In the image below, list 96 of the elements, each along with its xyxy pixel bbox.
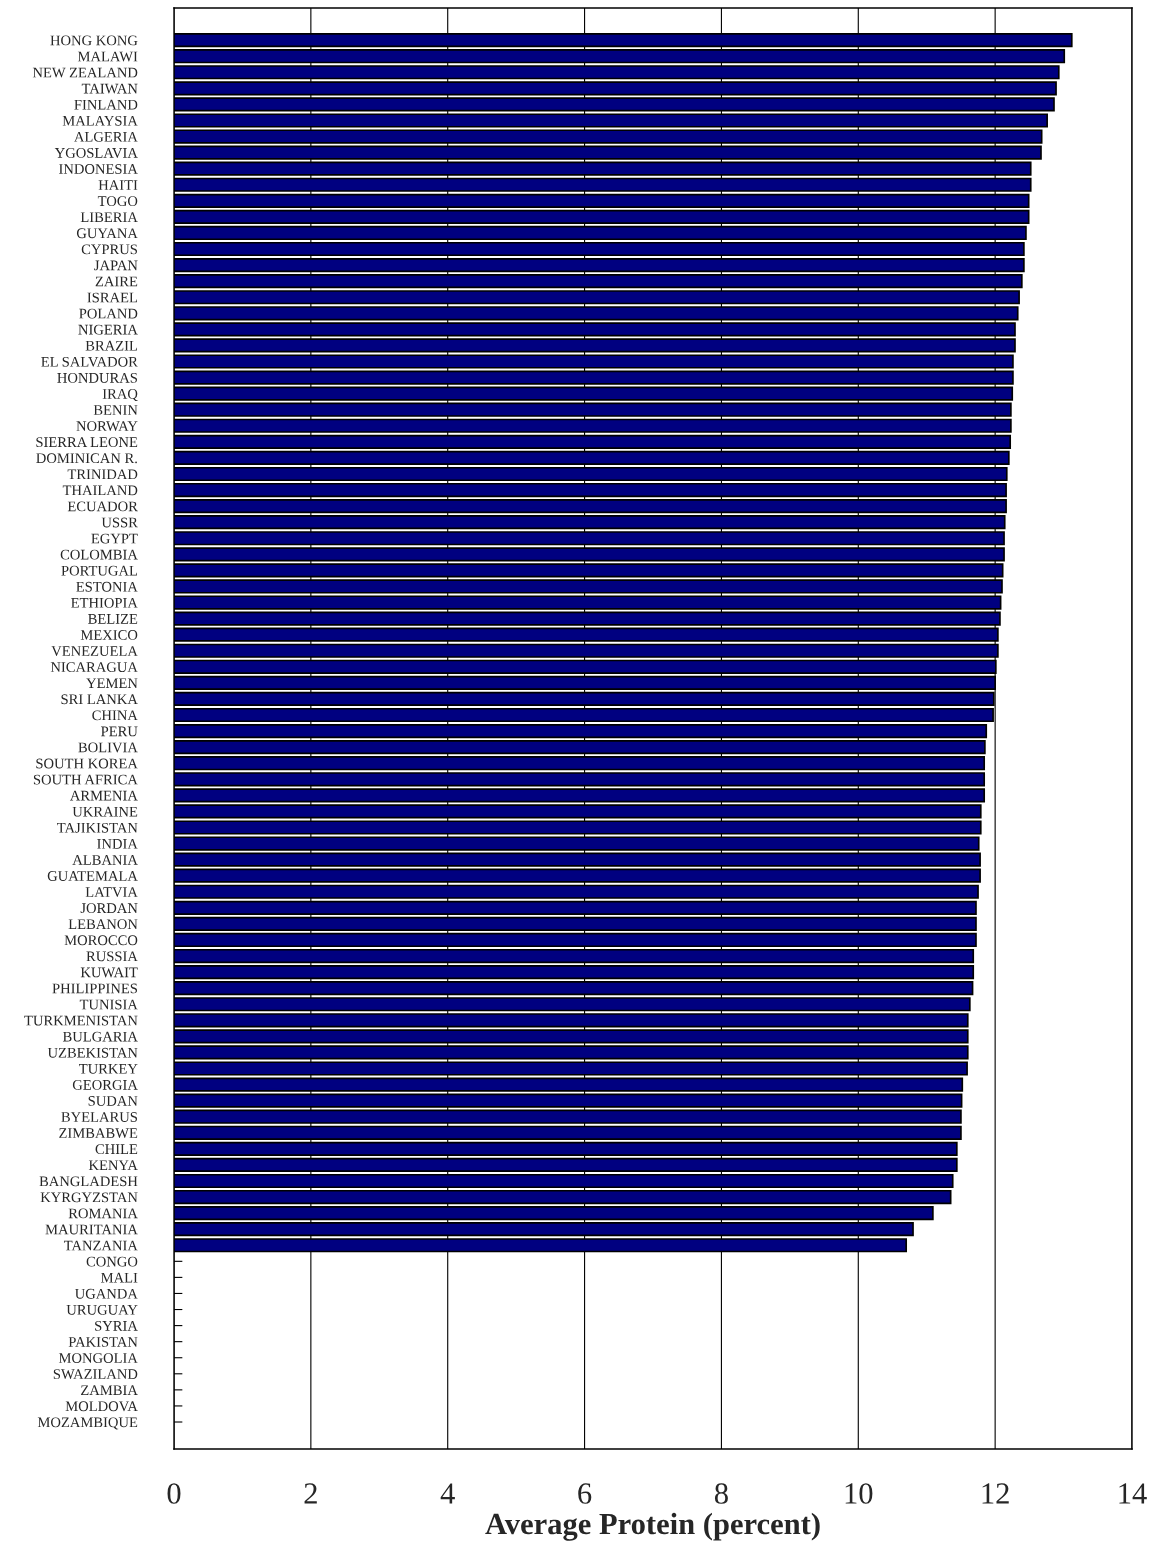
y-tick-label: TANZANIA: [63, 1240, 138, 1251]
y-tick-label: THAILAND: [62, 485, 138, 496]
y-tick-label: BOLIVIA: [78, 742, 138, 753]
y-tick-label: MAURITANIA: [45, 1224, 138, 1235]
y-tick-label: YGOSLAVIA: [54, 148, 138, 158]
y-tick-label: GEORGIA: [72, 1079, 138, 1090]
y-tick-label: PHILIPPINES: [52, 983, 137, 994]
y-tick-label: JAPAN: [94, 260, 138, 271]
y-tick-label: SRI LANKA: [61, 694, 138, 705]
y-tick-label: MALAYSIA: [62, 115, 138, 126]
y-tick-label: ROMANIA: [68, 1208, 138, 1219]
y-tick-label: POLAND: [79, 308, 138, 319]
y-tick-label: NICARAGUA: [50, 662, 138, 672]
x-tick-label: 6: [578, 1483, 592, 1504]
y-tick-label: CYPRUS: [81, 244, 137, 255]
y-tick-label: MOLDOVA: [65, 1401, 138, 1412]
y-tick-label: ALGERIA: [74, 131, 138, 142]
y-tick-label: KENYA: [88, 1160, 138, 1170]
y-tick-label: SIERRA LEONE: [36, 437, 138, 448]
y-tick-label: SOUTH AFRICA: [33, 774, 138, 785]
y-tick-label: TOGO: [97, 196, 138, 207]
y-tick-label: SUDAN: [88, 1096, 138, 1106]
y-tick-label: HONG KONG: [50, 35, 138, 46]
x-tick-label: 8: [714, 1483, 728, 1504]
y-tick-label: VENEZUELA: [51, 646, 138, 657]
y-tick-label: BYELARUS: [61, 1112, 137, 1122]
x-tick-label: 10: [845, 1483, 873, 1504]
y-tick-label: USSR: [101, 517, 138, 528]
y-tick-label: PORTUGAL: [61, 565, 138, 576]
y-tick-label: INDONESIA: [59, 164, 138, 174]
y-tick-label: NORWAY: [76, 421, 138, 432]
y-tick-label: MOZAMBIQUE: [37, 1417, 138, 1430]
y-tick-label: ZAIRE: [95, 276, 138, 287]
y-tick-label: BANGLADESH: [39, 1176, 138, 1187]
y-tick-label: TURKEY: [79, 1064, 138, 1074]
y-tick-label: URUGUAY: [66, 1304, 138, 1315]
y-tick-label: CONGO: [86, 1256, 138, 1267]
y-tick-label: LIBERIA: [80, 212, 138, 222]
y-tick-label: EL SALVADOR: [41, 356, 138, 367]
y-tick-label: JORDAN: [80, 903, 138, 914]
x-tick-label: 12: [982, 1483, 1009, 1504]
y-tick-label: MONGOLIA: [58, 1353, 138, 1363]
y-tick-label: UZBEKISTAN: [47, 1047, 138, 1058]
y-tick-label: MEXICO: [80, 630, 138, 640]
y-tick-label: UGANDA: [75, 1288, 138, 1299]
y-tick-label: ECUADOR: [67, 501, 138, 512]
y-tick-label: BELIZE: [88, 614, 138, 624]
y-tick-label: BRAZIL: [85, 340, 138, 351]
y-tick-label: COLOMBIA: [60, 549, 138, 560]
y-tick-label: HONDURAS: [57, 372, 137, 383]
y-tick-label: NIGERIA: [78, 324, 138, 335]
x-tick-label: 2: [304, 1483, 317, 1504]
y-tick-label: TAIWAN: [81, 83, 138, 94]
x-tick-label: 4: [440, 1483, 455, 1504]
y-tick-label: MALAWI: [77, 51, 138, 62]
y-tick-label: YEMEN: [86, 678, 138, 688]
y-tick-label: PERU: [101, 726, 138, 737]
y-tick-label: ARMENIA: [69, 790, 138, 801]
y-tick-label: TURKMENISTAN: [24, 1015, 138, 1026]
y-tick-label: MALI: [101, 1272, 138, 1283]
y-tick-label: IRAQ: [102, 389, 138, 402]
y-tick-label: SYRIA: [95, 1321, 138, 1331]
y-tick-label: HAITI: [98, 180, 138, 190]
y-tick-label: MOROCCO: [64, 935, 138, 946]
y-tick-label: ZIMBABWE: [59, 1128, 138, 1139]
y-tick-label: ESTONIA: [76, 581, 138, 592]
y-tick-label: CHINA: [92, 710, 138, 721]
y-tick-label: BULGARIA: [62, 1031, 138, 1042]
y-tick-label: DOMINICAN R.: [36, 453, 137, 464]
y-tick-label: TUNISIA: [79, 999, 138, 1010]
y-tick-label: LATVIA: [85, 887, 138, 898]
y-tick-label: ALBANIA: [72, 855, 138, 865]
y-tick-label: NEW ZEALAND: [32, 67, 138, 78]
x-axis-title: Average Protein (percent): [485, 1512, 820, 1541]
y-tick-label: ZAMBIA: [81, 1385, 138, 1395]
y-tick-label: BENIN: [93, 405, 138, 415]
y-tick-label: LEBANON: [68, 919, 138, 930]
y-tick-label: CHILE: [95, 1144, 138, 1155]
y-tick-label: GUYANA: [76, 228, 138, 239]
y-tick-label: SOUTH KOREA: [36, 758, 138, 769]
y-tick-label: ETHIOPIA: [71, 597, 138, 608]
y-tick-label: RUSSIA: [86, 951, 138, 962]
y-tick-label: EGYPT: [91, 533, 138, 544]
y-tick-label: GUATEMALA: [47, 871, 138, 881]
y-tick-label: FINLAND: [74, 99, 138, 110]
y-tick-label: TRINIDAD: [67, 469, 138, 480]
y-tick-label: SWAZILAND: [53, 1369, 138, 1380]
y-tick-label: PAKISTAN: [68, 1337, 138, 1347]
y-tick-label: ISRAEL: [87, 292, 138, 303]
x-tick-label: 0: [167, 1483, 181, 1504]
x-tick-label: 14: [1119, 1483, 1147, 1504]
y-tick-label: KUWAIT: [80, 967, 138, 978]
y-tick-label: UKRAINE: [72, 806, 138, 817]
y-tick-label: KYRGYZSTAN: [40, 1192, 138, 1203]
y-tick-label: TAJIKISTAN: [57, 822, 138, 833]
y-tick-label: INDIA: [97, 838, 138, 849]
